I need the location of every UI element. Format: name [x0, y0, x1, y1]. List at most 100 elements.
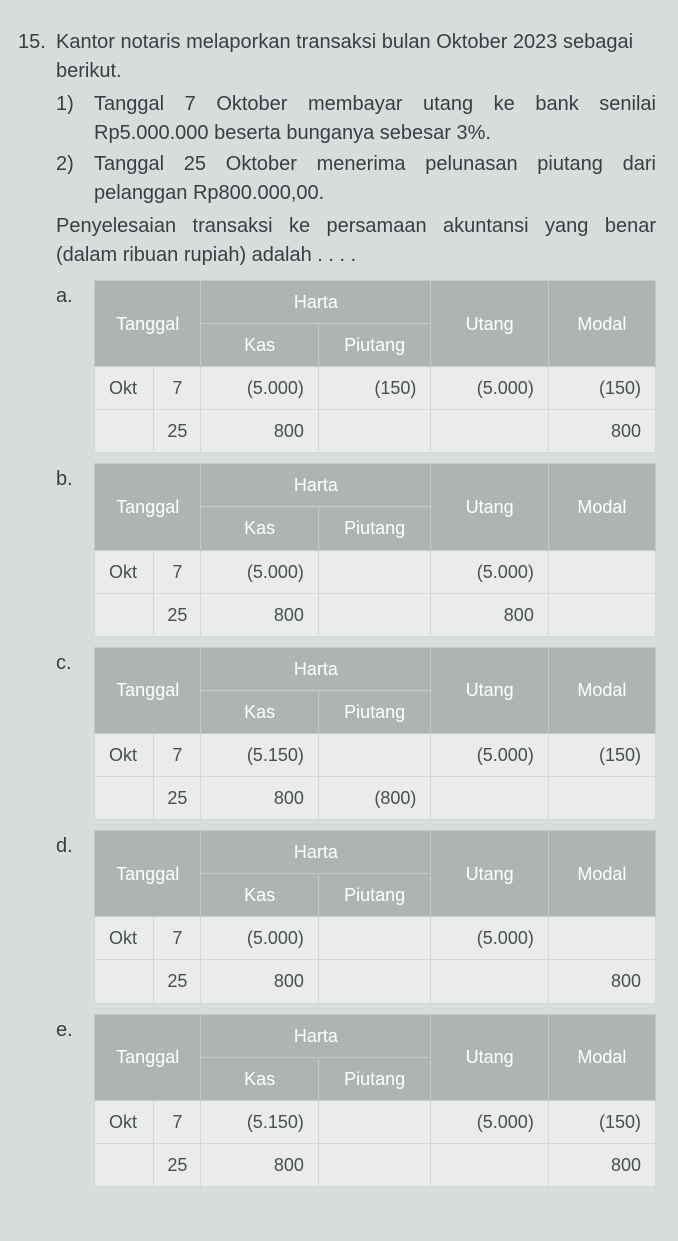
col-piutang: Piutang [318, 1057, 431, 1100]
cell-month [95, 593, 154, 636]
option-label: d. [56, 830, 94, 1003]
col-modal: Modal [548, 281, 655, 367]
cell-day: 7 [154, 367, 201, 410]
col-modal: Modal [548, 464, 655, 550]
question-block: 15. Kantor notaris melaporkan transaksi … [18, 28, 656, 1187]
cell-kas: (5.150) [201, 733, 318, 776]
col-piutang: Piutang [318, 507, 431, 550]
cell-utang [431, 1143, 548, 1186]
cell-piutang [318, 917, 431, 960]
sub-item: 1) Tanggal 7 Oktober membayar utang ke b… [56, 90, 656, 148]
col-piutang: Piutang [318, 324, 431, 367]
cell-piutang [318, 593, 431, 636]
cell-month [95, 1143, 154, 1186]
cell-kas: (5.000) [201, 550, 318, 593]
accounting-table: Tanggal Harta Utang Modal Kas Piutang [94, 280, 656, 453]
cell-month: Okt [95, 550, 154, 593]
cell-modal [548, 550, 655, 593]
col-modal: Modal [548, 1014, 655, 1100]
cell-day: 7 [154, 1100, 201, 1143]
option-table-wrap: Tanggal Harta Utang Modal Kas Piutang [94, 647, 656, 820]
option-d: d. Tanggal Harta Utang Modal [56, 830, 656, 1003]
cell-kas: (5.150) [201, 1100, 318, 1143]
cell-month: Okt [95, 367, 154, 410]
table-row: Okt 7 (5.150) (5.000) (150) [95, 733, 656, 776]
cell-utang: 800 [431, 593, 548, 636]
cell-day: 25 [154, 960, 201, 1003]
table-row: Okt 7 (5.000) (5.000) [95, 550, 656, 593]
sub-item-number: 2) [56, 150, 94, 208]
table-row: 25 800 800 [95, 1143, 656, 1186]
sub-item-number: 1) [56, 90, 94, 148]
sub-item-text: Tanggal 7 Oktober membayar utang ke bank… [94, 90, 656, 148]
cell-piutang [318, 960, 431, 1003]
col-harta: Harta [201, 647, 431, 690]
cell-modal: (150) [548, 733, 655, 776]
cell-day: 7 [154, 550, 201, 593]
question-intro: Kantor notaris melaporkan transaksi bula… [56, 28, 656, 86]
col-tanggal: Tanggal [95, 831, 201, 917]
col-utang: Utang [431, 647, 548, 733]
sub-item-list: 1) Tanggal 7 Oktober membayar utang ke b… [56, 90, 656, 208]
cell-utang [431, 960, 548, 1003]
cell-piutang [318, 410, 431, 453]
cell-utang: (5.000) [431, 550, 548, 593]
table-row: 25 800 800 [95, 960, 656, 1003]
cell-month [95, 960, 154, 1003]
question-number: 15. [18, 28, 56, 1187]
col-kas: Kas [201, 507, 318, 550]
col-kas: Kas [201, 874, 318, 917]
cell-day: 7 [154, 917, 201, 960]
cell-piutang: (800) [318, 777, 431, 820]
cell-utang: (5.000) [431, 733, 548, 776]
cell-modal [548, 777, 655, 820]
option-label: a. [56, 280, 94, 453]
cell-kas: (5.000) [201, 917, 318, 960]
cell-utang: (5.000) [431, 367, 548, 410]
cell-kas: 800 [201, 777, 318, 820]
option-b: b. Tanggal Harta Utang Modal [56, 463, 656, 636]
col-tanggal: Tanggal [95, 1014, 201, 1100]
cell-utang: (5.000) [431, 1100, 548, 1143]
option-table-wrap: Tanggal Harta Utang Modal Kas Piutang [94, 1014, 656, 1187]
cell-kas: 800 [201, 593, 318, 636]
col-tanggal: Tanggal [95, 281, 201, 367]
col-harta: Harta [201, 1014, 431, 1057]
col-piutang: Piutang [318, 690, 431, 733]
cell-month [95, 777, 154, 820]
col-harta: Harta [201, 464, 431, 507]
cell-day: 25 [154, 777, 201, 820]
col-utang: Utang [431, 281, 548, 367]
col-kas: Kas [201, 690, 318, 733]
table-row: 25 800 (800) [95, 777, 656, 820]
table-row: Okt 7 (5.150) (5.000) (150) [95, 1100, 656, 1143]
option-table-wrap: Tanggal Harta Utang Modal Kas Piutang [94, 280, 656, 453]
options-container: a. Tanggal Harta Utang Modal [56, 280, 656, 1187]
col-modal: Modal [548, 647, 655, 733]
cell-day: 7 [154, 733, 201, 776]
option-c: c. Tanggal Harta Utang Modal [56, 647, 656, 820]
cell-utang: (5.000) [431, 917, 548, 960]
col-modal: Modal [548, 831, 655, 917]
cell-kas: 800 [201, 960, 318, 1003]
col-kas: Kas [201, 1057, 318, 1100]
col-harta: Harta [201, 831, 431, 874]
col-utang: Utang [431, 1014, 548, 1100]
cell-day: 25 [154, 1143, 201, 1186]
question-closing: Penyelesaian transaksi ke persamaan akun… [56, 212, 656, 270]
table-row: 25 800 800 [95, 410, 656, 453]
cell-month: Okt [95, 917, 154, 960]
cell-piutang: (150) [318, 367, 431, 410]
col-tanggal: Tanggal [95, 647, 201, 733]
accounting-table: Tanggal Harta Utang Modal Kas Piutang [94, 463, 656, 636]
cell-modal: 800 [548, 410, 655, 453]
cell-piutang [318, 550, 431, 593]
cell-modal [548, 917, 655, 960]
col-kas: Kas [201, 324, 318, 367]
col-piutang: Piutang [318, 874, 431, 917]
table-row: Okt 7 (5.000) (5.000) [95, 917, 656, 960]
cell-piutang [318, 1143, 431, 1186]
option-table-wrap: Tanggal Harta Utang Modal Kas Piutang [94, 463, 656, 636]
question-body: Kantor notaris melaporkan transaksi bula… [56, 28, 656, 1187]
cell-month [95, 410, 154, 453]
